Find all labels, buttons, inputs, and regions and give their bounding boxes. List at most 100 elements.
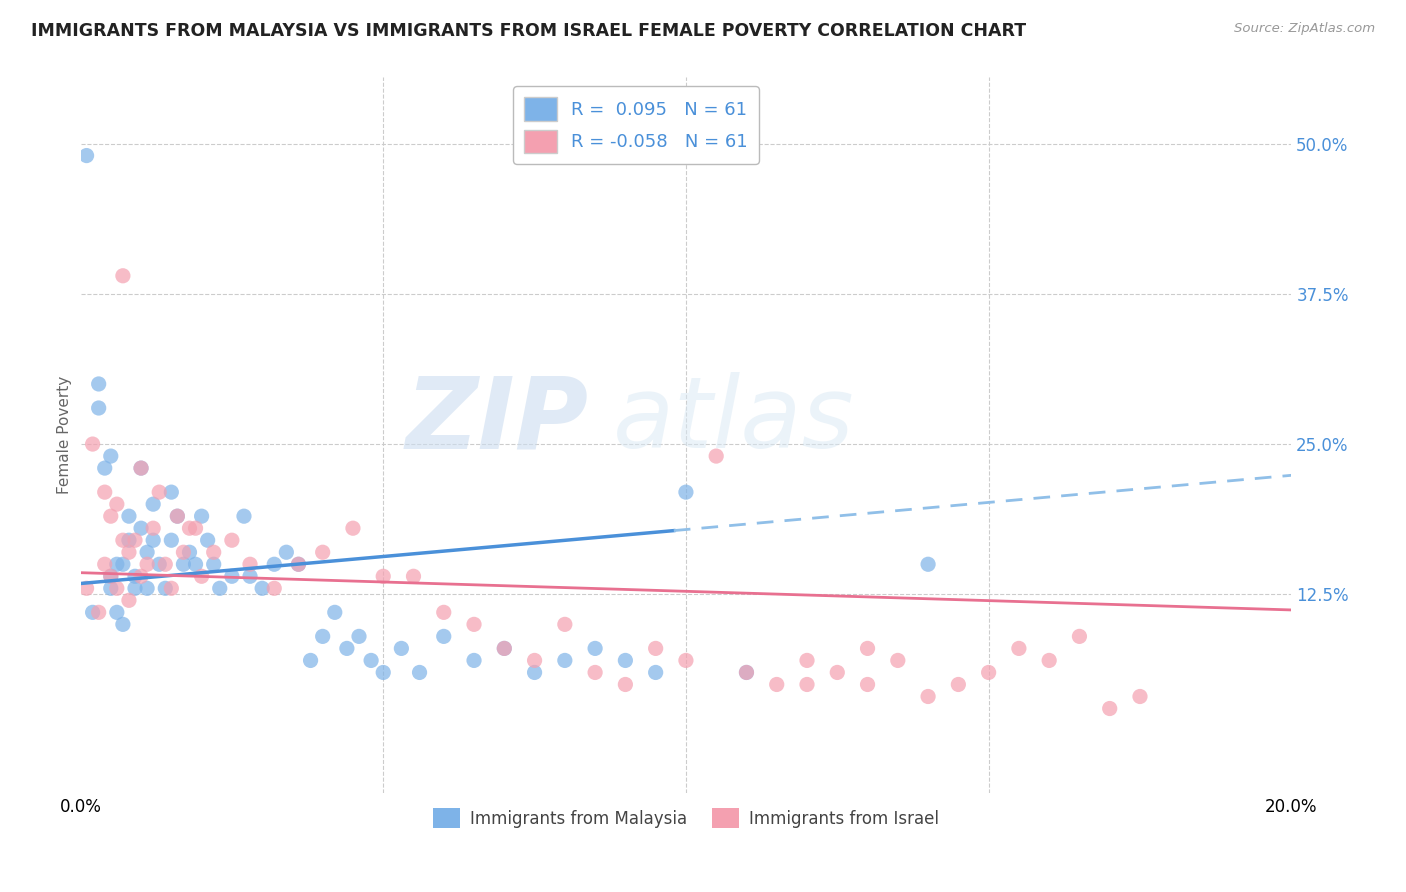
Point xyxy=(917,558,939,572)
Point xyxy=(129,461,152,475)
Point xyxy=(433,605,456,619)
Point xyxy=(166,509,188,524)
Point xyxy=(155,558,177,572)
Point xyxy=(148,558,170,572)
Point xyxy=(360,653,382,667)
Point xyxy=(197,533,219,548)
Point xyxy=(124,569,146,583)
Point xyxy=(583,665,606,680)
Point xyxy=(142,497,165,511)
Point xyxy=(118,533,141,548)
Point xyxy=(105,582,128,596)
Point xyxy=(160,582,183,596)
Point xyxy=(1129,690,1152,704)
Point xyxy=(239,569,262,583)
Point xyxy=(856,677,879,691)
Point xyxy=(136,582,159,596)
Point xyxy=(342,521,364,535)
Point xyxy=(136,558,159,572)
Point xyxy=(239,558,262,572)
Point xyxy=(105,605,128,619)
Point xyxy=(179,521,201,535)
Point xyxy=(765,677,787,691)
Text: IMMIGRANTS FROM MALAYSIA VS IMMIGRANTS FROM ISRAEL FEMALE POVERTY CORRELATION CH: IMMIGRANTS FROM MALAYSIA VS IMMIGRANTS F… xyxy=(31,22,1026,40)
Point xyxy=(129,569,152,583)
Point xyxy=(105,497,128,511)
Point xyxy=(93,485,115,500)
Point xyxy=(166,509,188,524)
Point xyxy=(1098,701,1121,715)
Point xyxy=(347,629,370,643)
Point xyxy=(312,629,335,643)
Point xyxy=(827,665,849,680)
Point xyxy=(155,582,177,596)
Point xyxy=(148,485,170,500)
Point xyxy=(276,545,298,559)
Point xyxy=(299,653,322,667)
Point xyxy=(887,653,910,667)
Point xyxy=(856,641,879,656)
Point xyxy=(129,461,152,475)
Point xyxy=(184,521,207,535)
Point xyxy=(184,558,207,572)
Y-axis label: Female Poverty: Female Poverty xyxy=(58,376,72,494)
Point xyxy=(142,533,165,548)
Point xyxy=(124,533,146,548)
Point xyxy=(136,545,159,559)
Point xyxy=(111,268,134,283)
Point xyxy=(100,509,122,524)
Point xyxy=(287,558,309,572)
Point xyxy=(389,641,412,656)
Point xyxy=(675,485,697,500)
Point xyxy=(263,582,285,596)
Point xyxy=(735,665,758,680)
Point xyxy=(523,653,546,667)
Point xyxy=(221,533,243,548)
Text: atlas: atlas xyxy=(613,372,855,469)
Point xyxy=(433,629,456,643)
Point xyxy=(100,569,122,583)
Point xyxy=(494,641,516,656)
Point xyxy=(614,653,637,667)
Point xyxy=(1069,629,1091,643)
Point xyxy=(100,449,122,463)
Point xyxy=(111,558,134,572)
Point xyxy=(82,605,104,619)
Point xyxy=(554,617,576,632)
Point xyxy=(202,545,225,559)
Point xyxy=(190,509,212,524)
Point xyxy=(644,665,666,680)
Point xyxy=(100,569,122,583)
Point xyxy=(87,401,110,415)
Point xyxy=(948,677,970,691)
Point xyxy=(160,485,183,500)
Point xyxy=(105,558,128,572)
Point xyxy=(402,569,425,583)
Point xyxy=(796,653,818,667)
Point xyxy=(76,148,98,162)
Point xyxy=(179,545,201,559)
Point xyxy=(463,653,485,667)
Point xyxy=(644,641,666,656)
Point xyxy=(263,558,285,572)
Point xyxy=(323,605,346,619)
Point xyxy=(172,558,194,572)
Point xyxy=(93,461,115,475)
Text: ZIP: ZIP xyxy=(406,372,589,469)
Point xyxy=(554,653,576,667)
Point xyxy=(287,558,309,572)
Point xyxy=(172,545,194,559)
Point xyxy=(190,569,212,583)
Point xyxy=(124,582,146,596)
Point xyxy=(233,509,256,524)
Point xyxy=(221,569,243,583)
Point xyxy=(408,665,430,680)
Legend: Immigrants from Malaysia, Immigrants from Israel: Immigrants from Malaysia, Immigrants fro… xyxy=(426,802,945,834)
Point xyxy=(129,521,152,535)
Point xyxy=(1008,641,1031,656)
Text: Source: ZipAtlas.com: Source: ZipAtlas.com xyxy=(1234,22,1375,36)
Point xyxy=(250,582,273,596)
Point xyxy=(160,533,183,548)
Point xyxy=(583,641,606,656)
Point xyxy=(735,665,758,680)
